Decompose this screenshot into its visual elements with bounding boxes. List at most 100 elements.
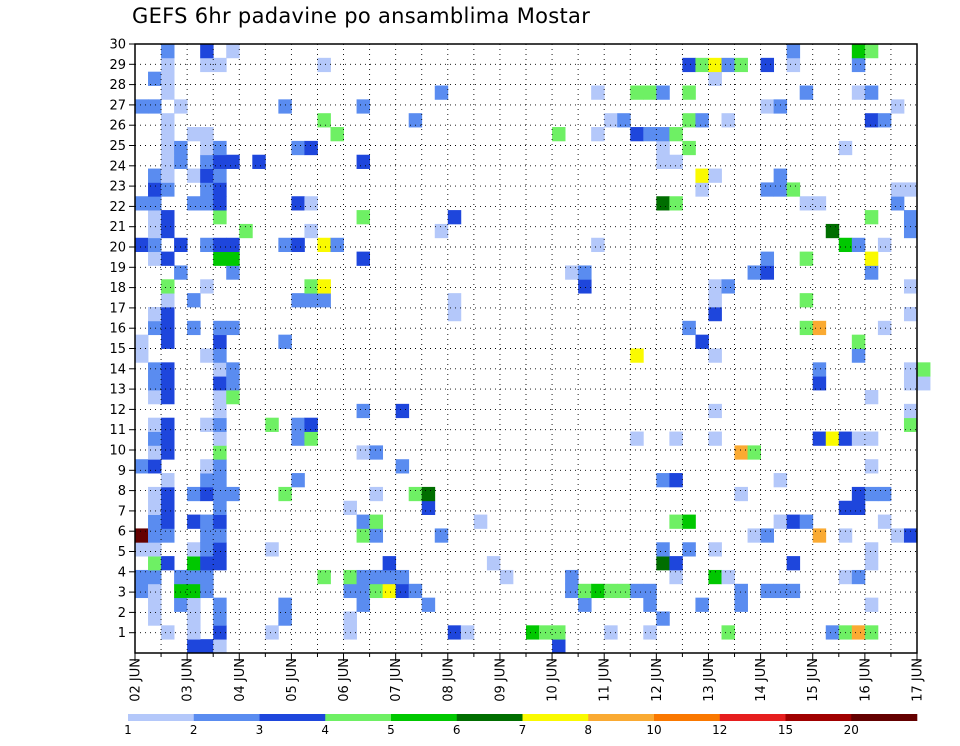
- heatmap-cell: [799, 85, 814, 100]
- heatmap-cell: [135, 348, 149, 363]
- chart-title: GEFS 6hr padavine po ansamblima Mostar: [132, 4, 591, 28]
- legend-label: 6: [453, 723, 461, 737]
- heatmap-cell: [695, 182, 709, 197]
- heatmap-cell: [760, 528, 775, 543]
- heatmap-cell: [773, 182, 788, 197]
- heatmap-cell: [161, 71, 175, 86]
- heatmap-cell: [421, 486, 436, 502]
- y-tick-label: 25: [109, 139, 126, 154]
- heatmap-cell: [213, 611, 227, 626]
- heatmap-cell: [265, 542, 279, 557]
- heatmap-cell: [161, 625, 175, 640]
- heatmap-cell: [343, 611, 357, 626]
- y-tick-label: 6: [118, 525, 126, 540]
- heatmap-cell: [187, 542, 201, 557]
- heatmap-cell: [838, 528, 853, 543]
- heatmap-cell: [304, 223, 318, 239]
- heatmap-cell: [161, 140, 175, 156]
- heatmap-cell: [395, 569, 410, 585]
- y-tick-label: 22: [109, 200, 126, 215]
- heatmap-cell: [877, 486, 892, 502]
- heatmap-cell: [734, 445, 748, 460]
- grid-lines: [135, 44, 917, 653]
- heatmap-cell: [135, 459, 149, 474]
- heatmap-cell: [408, 583, 423, 599]
- heatmap-cell: [356, 569, 370, 585]
- y-tick-label: 9: [118, 464, 126, 479]
- heatmap-cell: [356, 99, 370, 114]
- heatmap-cell: [747, 528, 761, 543]
- heatmap-cell: [148, 99, 162, 114]
- heatmap-cell: [864, 390, 879, 405]
- heatmap-cell: [291, 293, 305, 308]
- heatmap-cell: [630, 127, 644, 142]
- heatmap-cell: [760, 251, 775, 266]
- legend-swatch: [456, 714, 523, 721]
- heatmap-cell: [382, 556, 397, 571]
- heatmap-cell: [708, 71, 722, 86]
- heatmap-cell: [877, 320, 892, 336]
- heatmap-cell: [291, 196, 305, 211]
- heatmap-cell: [565, 569, 579, 585]
- heatmap-cell: [760, 182, 775, 197]
- heatmap-cell: [643, 597, 657, 612]
- heatmap-cell: [213, 196, 227, 211]
- heatmap-cell: [656, 127, 670, 142]
- legend-swatch: [785, 714, 852, 721]
- heatmap-cell: [148, 459, 162, 474]
- heatmap-cell: [148, 237, 162, 253]
- heatmap-cell: [200, 583, 214, 599]
- heatmap-cell: [304, 196, 318, 211]
- heatmap-cell: [135, 569, 149, 585]
- x-tick-label: 15 JUN: [806, 658, 821, 702]
- heatmap-cell: [161, 431, 175, 446]
- heatmap-cell: [382, 583, 397, 599]
- heatmap-cell: [213, 182, 227, 197]
- heatmap-cell: [356, 445, 370, 460]
- heatmap-cell: [747, 445, 761, 460]
- heatmap-cell: [786, 44, 801, 59]
- heatmap-cell: [864, 625, 879, 640]
- heatmap-cell: [148, 417, 162, 432]
- heatmap-cell: [669, 556, 683, 571]
- heatmap-cell: [799, 320, 814, 336]
- heatmap-cell: [838, 140, 853, 156]
- heatmap-cell: [200, 486, 214, 502]
- x-tick-label: 09 JUN: [493, 658, 508, 702]
- heatmap-cell: [708, 431, 722, 446]
- heatmap-cell: [591, 583, 605, 599]
- x-tick-label: 08 JUN: [441, 658, 456, 702]
- heatmap-cell: [734, 486, 748, 502]
- y-tick-label: 14: [109, 362, 126, 377]
- heatmap-cell: [161, 279, 175, 294]
- heatmap-cell: [213, 500, 227, 515]
- heatmap-cell: [187, 569, 201, 585]
- heatmap-cell: [317, 57, 331, 73]
- legend-swatch: [259, 714, 326, 721]
- x-tick-label: 12 JUN: [650, 658, 665, 702]
- heatmap-cell: [317, 237, 331, 253]
- heatmap-cell: [187, 127, 201, 142]
- heatmap-cell: [578, 583, 592, 599]
- heatmap-cell: [187, 320, 201, 336]
- heatmap-cell: [565, 583, 579, 599]
- heatmap-cell: [864, 251, 879, 266]
- heatmap-cell: [161, 44, 175, 59]
- heatmap-cell: [213, 390, 227, 405]
- heatmap-cell: [148, 597, 162, 612]
- heatmap-cell: [148, 500, 162, 515]
- heatmap-cell: [161, 390, 175, 405]
- heatmap-cell: [825, 625, 840, 640]
- x-tick-label: 06 JUN: [337, 658, 352, 702]
- legend-swatch: [325, 714, 392, 721]
- y-tick-label: 16: [109, 322, 126, 337]
- heatmap-cell: [708, 348, 722, 363]
- heatmap-cell: [447, 293, 462, 308]
- heatmap-cell: [851, 44, 866, 59]
- heatmap-cell: [161, 168, 175, 183]
- heatmap-cell: [213, 431, 227, 446]
- x-tick-label: 14 JUN: [754, 658, 769, 702]
- heatmap-cell: [148, 306, 162, 322]
- heatmap-cell: [656, 473, 670, 488]
- heatmap-cell: [174, 569, 188, 585]
